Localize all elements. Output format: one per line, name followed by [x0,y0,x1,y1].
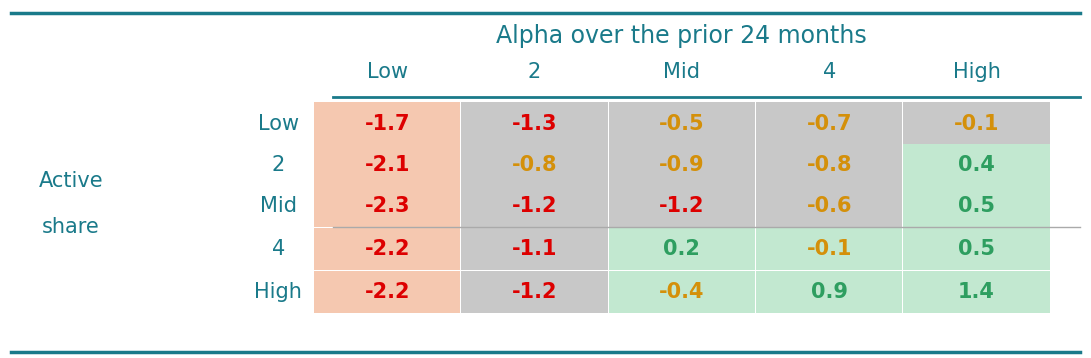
Bar [314,144,460,186]
Bar [461,102,608,145]
Text: -1.2: -1.2 [512,196,558,216]
Bar [903,185,1050,227]
Text: -0.6: -0.6 [806,196,852,216]
Text: Active: Active [38,171,104,191]
Bar [756,185,902,227]
Text: 0.5: 0.5 [958,196,995,216]
Bar [461,228,608,270]
Bar [756,144,902,186]
Text: -0.4: -0.4 [659,282,705,302]
Text: -2.3: -2.3 [364,196,410,216]
Text: -0.9: -0.9 [659,155,705,175]
Text: -1.7: -1.7 [364,113,410,134]
Bar [609,144,755,186]
Text: 4: 4 [272,239,285,259]
Bar [609,228,755,270]
Text: -0.8: -0.8 [512,155,558,175]
Text: -2.2: -2.2 [364,239,410,259]
Bar [903,102,1050,145]
Bar [314,102,460,145]
Text: -1.1: -1.1 [512,239,558,259]
Text: -0.1: -0.1 [806,239,852,259]
Bar [756,102,902,145]
Text: Mid: Mid [260,196,297,216]
Bar [609,185,755,227]
Bar [756,228,902,270]
Text: 1.4: 1.4 [958,282,995,302]
Text: -0.1: -0.1 [954,113,999,134]
Bar [609,271,755,313]
Text: -0.7: -0.7 [806,113,852,134]
Bar [461,144,608,186]
Bar [461,271,608,313]
Bar [609,102,755,145]
Text: Mid: Mid [663,62,700,82]
Text: -1.2: -1.2 [659,196,705,216]
Text: -1.3: -1.3 [512,113,558,134]
Text: 4: 4 [823,62,836,82]
Text: Alpha over the prior 24 months: Alpha over the prior 24 months [496,24,867,48]
Bar [314,185,460,227]
Text: 0.4: 0.4 [958,155,995,175]
Bar [903,271,1050,313]
Bar [461,185,608,227]
Bar [903,228,1050,270]
Text: -2.1: -2.1 [364,155,410,175]
Text: -2.2: -2.2 [364,282,410,302]
Bar [314,271,460,313]
Text: High: High [254,282,302,302]
Text: 0.2: 0.2 [663,239,700,259]
Text: Low: Low [367,62,408,82]
Text: 2: 2 [528,62,541,82]
Text: 0.9: 0.9 [811,282,848,302]
Text: share: share [43,217,99,237]
Text: 0.5: 0.5 [958,239,995,259]
Text: Low: Low [257,113,299,134]
Text: High: High [952,62,1000,82]
Text: -1.2: -1.2 [512,282,558,302]
Text: 2: 2 [272,155,285,175]
Bar [903,144,1050,186]
Text: -0.8: -0.8 [806,155,852,175]
Bar [314,228,460,270]
Bar [756,271,902,313]
Text: -0.5: -0.5 [659,113,705,134]
